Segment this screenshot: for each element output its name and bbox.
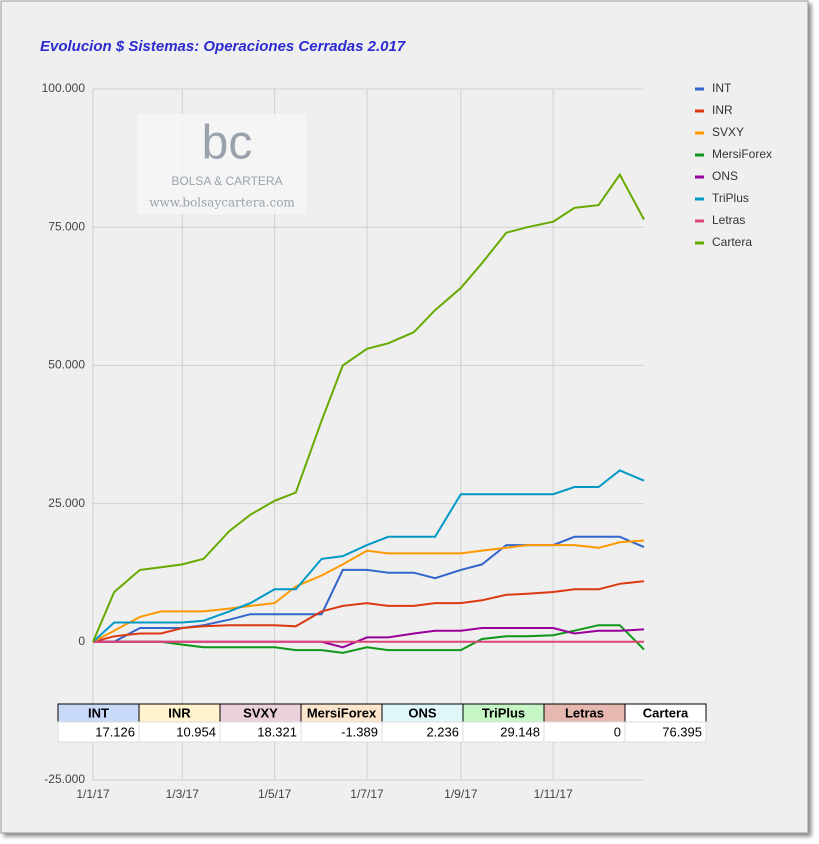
chart-title: Evolucion $ Sistemas: Operaciones Cerrad… [40, 38, 406, 55]
legend-label: INR [712, 103, 733, 117]
series-line [92, 469, 645, 643]
watermark: bc BOLSA & CARTERA www.bolsaycartera.com [137, 114, 307, 214]
legend-label: TriPlus [712, 191, 749, 205]
legend-swatch [695, 131, 704, 135]
y-tick-label: 100.000 [42, 81, 86, 95]
table-value: 29.148 [500, 724, 540, 739]
legend-label: SVXY [712, 125, 744, 139]
series-line [92, 539, 645, 643]
table-value: 76.395 [662, 724, 702, 739]
watermark-logo: bc [202, 117, 253, 170]
table-header: Cartera [643, 705, 689, 720]
table-header: INT [88, 705, 109, 720]
legend-label: ONS [712, 169, 738, 183]
table-value: 17.126 [95, 724, 135, 739]
watermark-url: www.bolsaycartera.com [149, 196, 295, 210]
x-tick-label: 1/11/17 [534, 787, 573, 801]
series-line [92, 172, 645, 643]
table-header: INR [168, 705, 191, 720]
x-tick-label: 1/9/17 [444, 787, 478, 801]
y-tick-label: 75.000 [48, 219, 85, 233]
table-value: -1.389 [341, 724, 378, 739]
legend-swatch [695, 87, 704, 91]
x-tick-label: 1/5/17 [258, 787, 292, 801]
table-value: 10.954 [176, 724, 216, 739]
table-header: MersiForex [307, 705, 377, 720]
legend-swatch [695, 109, 704, 113]
legend-swatch [695, 197, 704, 201]
legend-swatch [695, 241, 704, 245]
x-tick-label: 1/3/17 [166, 787, 200, 801]
y-tick-label: -25.000 [44, 772, 85, 786]
x-tick-label: 1/1/17 [76, 787, 110, 801]
watermark-box [137, 114, 307, 214]
legend-label: MersiForex [712, 147, 772, 161]
table-value: 2.236 [426, 724, 459, 739]
legend-swatch [695, 219, 704, 223]
legend-label: INT [712, 81, 732, 95]
legend-swatch [695, 175, 704, 179]
frame [0, 0, 809, 834]
table-value: 0 [614, 724, 621, 739]
y-tick-label: 50.000 [48, 358, 85, 372]
series-line [92, 580, 645, 643]
watermark-name: BOLSA & CARTERA [171, 174, 282, 188]
legend-label: Cartera [712, 235, 752, 249]
table-header: Letras [565, 705, 604, 720]
legend-swatch [695, 153, 704, 157]
table-cell [624, 721, 707, 743]
x-tick-label: 1/7/17 [350, 787, 384, 801]
series-line [93, 624, 645, 654]
y-tick-label: 25.000 [48, 496, 85, 510]
legend-label: Letras [712, 213, 745, 227]
table-value: 18.321 [257, 724, 297, 739]
table-header: SVXY [243, 705, 278, 720]
table-header: ONS [408, 705, 437, 720]
y-tick-label: 0 [78, 634, 85, 648]
table-header: TriPlus [482, 705, 525, 720]
